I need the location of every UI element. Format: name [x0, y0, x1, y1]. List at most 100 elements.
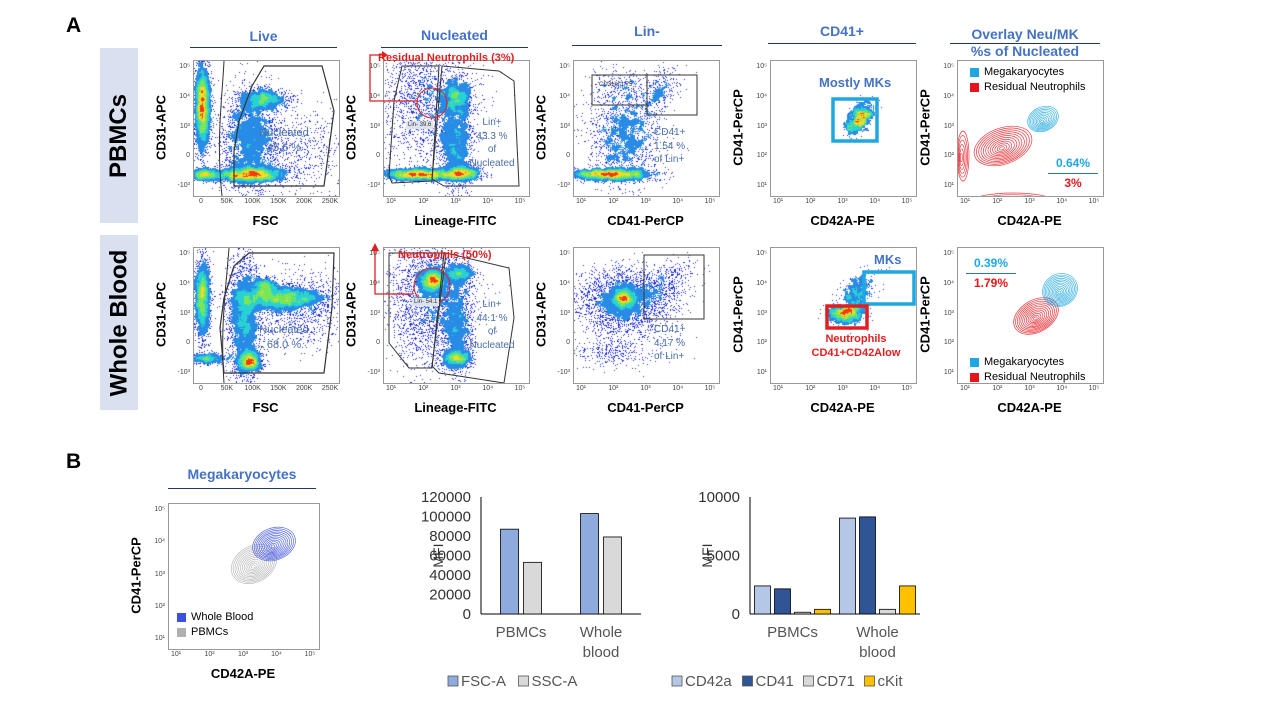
- contour-line: [983, 133, 1023, 161]
- contour-line: [1054, 287, 1065, 297]
- gate-line: [218, 61, 225, 196]
- gate-rect-cd31hi: [591, 74, 648, 106]
- x-tick-label: 10⁴: [869, 385, 881, 392]
- x-tick-label: 250K: [321, 198, 339, 205]
- x-axis-label: CD41-PerCP: [607, 400, 684, 415]
- gate-overlay: [218, 61, 335, 196]
- percent-divider: [966, 273, 1016, 274]
- text-line: of: [487, 326, 497, 337]
- contour-line: [1027, 105, 1059, 133]
- contour-line: [265, 539, 281, 552]
- contour-megakaryocytes: [1042, 273, 1078, 307]
- y-tick-label: 10⁵: [756, 63, 767, 70]
- contour-line: [985, 135, 1020, 159]
- contour-line: [1049, 281, 1071, 302]
- y-tick-label: 10⁴: [559, 279, 570, 287]
- label-mostly-mks: Mostly MKs: [819, 75, 892, 90]
- x-axis-label: FSC: [252, 213, 279, 228]
- text-line: of Lin+: [654, 351, 685, 362]
- x-tick-label: 10³: [837, 198, 848, 205]
- contour-line: [1033, 112, 1053, 129]
- gate-polygon-lin-plus: [431, 65, 520, 187]
- density-scatter-cd41-plus: [771, 61, 916, 196]
- y-tick-label: 0: [376, 339, 380, 347]
- legend-label: CD41: [756, 673, 794, 690]
- plot-cd41-plus-whole_blood: MKs Neutrophils CD41+CD42Alow: [770, 247, 917, 384]
- gate-label-cd41-plus: CD41+ 4.17 % of Lin+: [654, 323, 709, 364]
- x-tick-label: 10⁵: [901, 198, 913, 205]
- y-axis-label: CD31-APC: [343, 94, 359, 160]
- bar-ssc-a-whole-blood: [603, 536, 622, 615]
- y-axis-label: CD41-PerCP: [917, 275, 933, 353]
- y-tick-label: 10³: [179, 309, 190, 317]
- arrow-line: [369, 54, 418, 102]
- column-title-nucleated: Nucleated: [421, 27, 488, 43]
- panel-a-letter: A: [66, 14, 82, 37]
- contour-line: [958, 130, 970, 182]
- contour-line: [1035, 115, 1049, 127]
- y-tick-label: 10¹: [756, 182, 767, 189]
- y-tick-label: 10⁴: [943, 279, 954, 287]
- legend: Megakaryocytes Residual Neutrophils: [970, 66, 1086, 96]
- y-tick-label: 10⁵: [559, 63, 570, 70]
- contour-line: [1022, 306, 1050, 329]
- y-tick-label: 10000: [698, 489, 740, 506]
- gate-overlay: [231, 526, 296, 585]
- x-tick-label: 10¹: [959, 385, 971, 392]
- x-tick-label: 0: [199, 385, 203, 392]
- bar-fsc-a-whole-blood: [580, 513, 599, 615]
- contour-neutrophils: [973, 125, 1033, 167]
- legend-label: PBMCs: [191, 626, 229, 638]
- column-rule: [572, 45, 722, 46]
- x-tick-label: 10³: [1024, 385, 1035, 392]
- density-scatter-live: [194, 61, 339, 196]
- legend-label: Residual Neutrophils: [984, 371, 1086, 383]
- gate-polygon-lin-plus: [431, 252, 515, 383]
- y-tick-label: 10⁵: [559, 250, 570, 257]
- y-tick-label: 10¹: [154, 635, 165, 642]
- legend-label: CD42a: [685, 673, 732, 690]
- x-tick-label: 10³: [237, 651, 249, 658]
- legend-swatch: [518, 675, 529, 687]
- overlay-mk-percent: 0.39%: [973, 256, 1009, 270]
- x-tick-label: 10⁵: [704, 385, 716, 392]
- y-tick-label: 10²: [943, 152, 954, 160]
- gate-label-lin-plus: Lin+ 44.1 % of Nucleated: [462, 298, 522, 352]
- y-tick-label: 10⁴: [154, 538, 165, 546]
- gate-line: [222, 248, 230, 383]
- y-axis-title: MFI: [430, 543, 446, 567]
- y-tick-label: 20000: [429, 587, 471, 604]
- x-tick-label: 10³: [450, 198, 461, 205]
- contour-line: [1029, 313, 1042, 323]
- gate-label-cd31hi: CD31hi 1.75: [599, 82, 633, 88]
- y-axis-label: CD31-APC: [153, 281, 169, 347]
- y-tick-label: 10²: [756, 152, 767, 160]
- contour-line: [1050, 282, 1069, 300]
- y-axis-label: CD41-PerCP: [917, 88, 933, 166]
- x-axis-label: CD42A-PE: [810, 400, 875, 415]
- x-tick-label: 10⁵: [901, 385, 913, 392]
- y-tick-label: -10³: [367, 369, 380, 376]
- y-tick-label: 10⁵: [179, 63, 190, 70]
- contour-line: [258, 533, 289, 557]
- contour-line: [1030, 108, 1056, 131]
- text-line: CD41+CD42Alow: [811, 347, 901, 360]
- bar-cd42a-whole-blood: [839, 517, 856, 615]
- x-tick-label: 10¹: [575, 198, 587, 205]
- category-label: blood: [583, 644, 620, 661]
- gate-label-lin-minus: Lin- 54.1: [412, 298, 440, 306]
- x-tick-label: 10⁵: [1088, 198, 1100, 205]
- y-tick-label: 10³: [559, 309, 570, 317]
- y-tick-label: 10⁵: [756, 250, 767, 257]
- gate-label-cd41-plus: CD41+ 1.54 % of Lin+: [654, 126, 709, 167]
- y-tick-label: 10⁵: [943, 63, 954, 70]
- contour-line: [959, 148, 965, 167]
- bar-cd42a-pbmcs: [754, 585, 771, 615]
- gate-overlay: [825, 270, 916, 330]
- text-line: CD41+: [654, 127, 686, 138]
- arrow-line: [374, 249, 413, 295]
- y-tick-label: 10³: [369, 309, 380, 317]
- text-line: of Lin+: [654, 154, 685, 165]
- contour-line: [249, 562, 258, 570]
- x-axis-label: CD42A-PE: [997, 213, 1062, 228]
